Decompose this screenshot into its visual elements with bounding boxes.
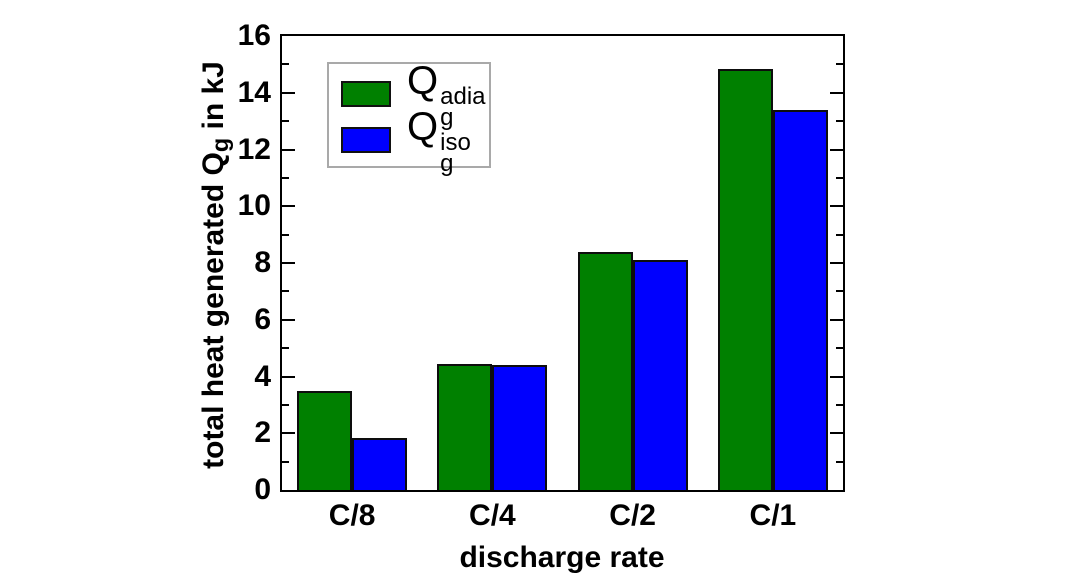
y-minor-tick-left xyxy=(282,120,289,123)
y-minor-tick-left xyxy=(282,233,289,236)
x-tick-label-C4: C/4 xyxy=(469,499,516,532)
y-major-tick-right xyxy=(830,91,843,94)
y-major-tick-right xyxy=(830,148,843,151)
y-major-tick-right xyxy=(830,375,843,378)
legend-label-scripts: adia g xyxy=(440,82,486,131)
legend-swatch-Qg_iso xyxy=(341,127,391,153)
y-minor-tick-right xyxy=(836,290,843,293)
bar-Qg_iso-C1 xyxy=(772,110,828,490)
y-major-tick-right xyxy=(830,432,843,435)
legend-label-scripts: iso g xyxy=(440,128,471,177)
y-tick-label: 2 xyxy=(254,416,271,450)
y-tick-label: 16 xyxy=(237,19,271,52)
x-tick-label-C1: C/1 xyxy=(749,499,797,532)
y-tick-label: 6 xyxy=(254,302,271,336)
y-tick-label: 12 xyxy=(237,132,271,166)
y-major-tick-left xyxy=(282,318,295,321)
y-minor-tick-right xyxy=(836,120,843,123)
y-minor-tick-left xyxy=(282,403,289,406)
y-minor-tick-left xyxy=(282,347,289,350)
bar-Qg_adia-C8 xyxy=(297,391,353,490)
bar-Qg_iso-C8 xyxy=(352,438,408,490)
bar-Qg_adia-C2 xyxy=(577,252,633,490)
y-minor-tick-right xyxy=(836,460,843,463)
y-major-tick-left xyxy=(282,91,295,94)
y-minor-tick-left xyxy=(282,460,289,463)
y-minor-tick-right xyxy=(836,63,843,66)
y-major-tick-left xyxy=(282,205,295,208)
y-tick-label: 0 xyxy=(254,473,271,506)
y-minor-tick-left xyxy=(282,63,289,66)
bar-Qg_iso-C2 xyxy=(632,260,688,490)
bar-Qg_adia-C4 xyxy=(437,364,493,490)
y-tick-label: 4 xyxy=(254,359,271,393)
y-major-tick-left xyxy=(282,148,295,151)
legend-swatch-Qg_adia xyxy=(341,81,391,107)
y-minor-tick-right xyxy=(836,403,843,406)
y-major-tick-left xyxy=(282,432,295,435)
y-major-tick-right xyxy=(830,318,843,321)
y-minor-tick-right xyxy=(836,176,843,179)
x-axis-title: discharge rate xyxy=(459,541,665,574)
y-tick-label: 14 xyxy=(237,75,271,109)
bar-Qg_adia-C1 xyxy=(717,69,773,490)
y-minor-tick-left xyxy=(282,176,289,179)
y-major-tick-right xyxy=(830,262,843,264)
y-minor-tick-right xyxy=(836,347,843,350)
x-tick-label-C2: C/2 xyxy=(609,499,656,532)
y-minor-tick-left xyxy=(282,290,289,293)
y-minor-tick-right xyxy=(836,233,843,236)
x-tick-label-C8: C/8 xyxy=(328,499,376,532)
bar-Qg_iso-C4 xyxy=(492,365,548,490)
y-tick-label: 10 xyxy=(237,189,271,223)
y-major-tick-left xyxy=(282,262,295,264)
y-major-tick-left xyxy=(282,375,295,378)
y-major-tick-right xyxy=(830,205,843,208)
y-tick-label: 8 xyxy=(254,246,271,279)
